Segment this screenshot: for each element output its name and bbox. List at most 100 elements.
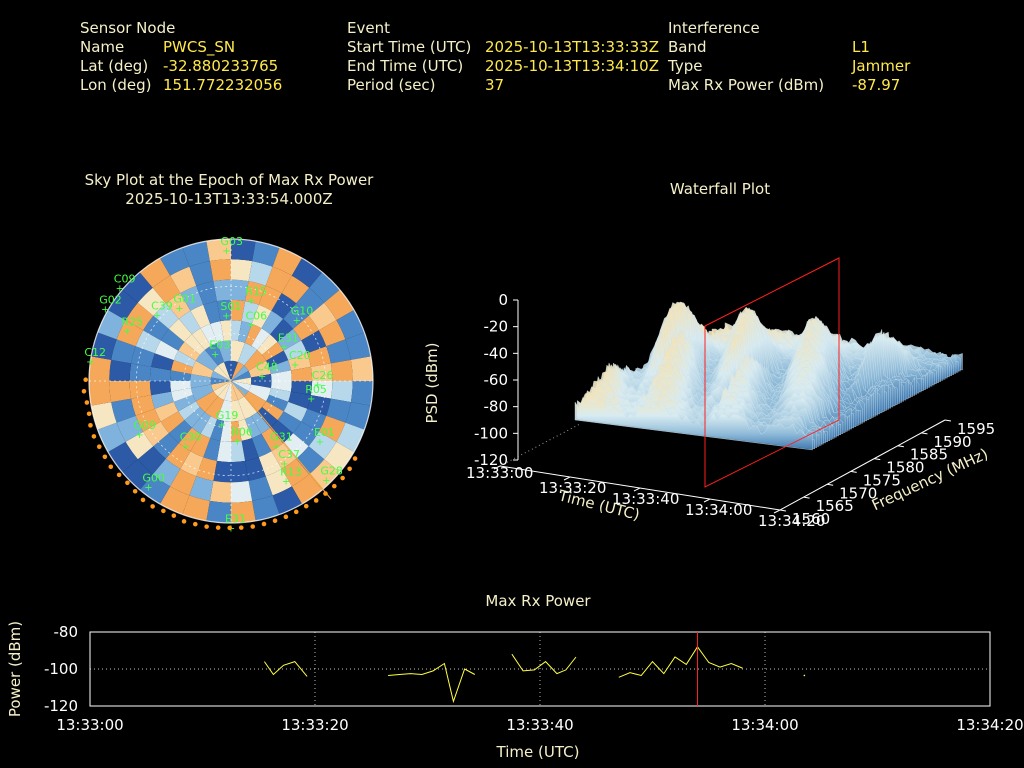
maxpower-x-tick-label: 13:33:20 [281, 716, 348, 734]
event-header: Event [347, 19, 390, 37]
sky-cell [139, 258, 171, 288]
event-period-label: Period (sec) [347, 76, 436, 94]
sky-cell [324, 289, 354, 321]
sky-cell [283, 401, 308, 422]
maxpower-x-label: Time (UTC) [496, 743, 580, 761]
sky-cell [231, 360, 238, 381]
sky-cell [231, 381, 249, 397]
sky-cell [308, 431, 337, 460]
sky-cell [191, 360, 214, 378]
wf-z-tick-label: -120 [474, 451, 508, 469]
sky-cell [231, 299, 246, 322]
maxpower-y-tick-label: -80 [54, 623, 79, 641]
sky-cell [206, 239, 231, 262]
satellite-marker: + [182, 442, 190, 453]
waterfall-z-label: PSD (dBm) [423, 342, 441, 423]
low-elevation-dot [88, 423, 93, 428]
sky-cell [160, 328, 185, 351]
sky-cell [307, 395, 331, 416]
sky-cell [330, 359, 353, 381]
sky-cell [204, 342, 225, 366]
satellite-marker: + [211, 350, 219, 361]
satellite-label: C26 [312, 369, 334, 382]
sky-cell [131, 346, 155, 367]
sky-cell [168, 420, 192, 444]
sky-cell [301, 330, 327, 354]
sky-cell [170, 381, 192, 392]
sky-cell [111, 398, 136, 423]
sky-cell [216, 440, 231, 463]
sky-cell [203, 301, 221, 324]
sky-cell [91, 332, 117, 360]
sky-low-elevation-markers [81, 377, 358, 531]
maxpower-series-line [618, 645, 743, 678]
sky-cell [244, 391, 267, 413]
sky-cell [261, 310, 284, 335]
sky-cell [191, 384, 214, 402]
sky-cell [149, 366, 172, 381]
sky-cell [203, 438, 221, 461]
sensor-lon-value: 151.772232056 [163, 76, 283, 94]
low-elevation-dot [250, 524, 256, 529]
low-elevation-dot [238, 525, 244, 530]
sky-cell [89, 356, 112, 381]
satellite-marker: + [322, 476, 330, 487]
interference-band-label: Band [668, 38, 707, 56]
sky-cell [182, 495, 210, 521]
low-elevation-dot [102, 454, 108, 460]
sky-cell [265, 468, 292, 496]
sky-cell [288, 391, 311, 409]
sky-cell [231, 377, 252, 385]
sky-cell [290, 366, 313, 381]
sky-cell [231, 381, 251, 392]
satellite-marker: + [314, 380, 322, 391]
sky-cell [191, 328, 211, 350]
satellite-marker: + [116, 284, 124, 295]
wf-freq-tick-label: 1595 [957, 420, 995, 438]
sky-cell [109, 381, 132, 403]
sky-cell [231, 381, 245, 401]
sky-cell [206, 500, 231, 523]
sky-jammer-bearing [238, 388, 332, 500]
sky-cell [178, 401, 200, 421]
sky-cell [111, 339, 136, 364]
satellite-label: G19 [216, 409, 239, 422]
sky-cell [269, 360, 291, 374]
low-elevation-dot [116, 472, 122, 478]
sky-cell [109, 359, 132, 381]
sky-cell [291, 474, 323, 504]
sky-cell [116, 320, 144, 347]
low-elevation-dot [215, 525, 221, 530]
sky-cell [245, 457, 266, 481]
satellite-label: C09 [114, 273, 136, 286]
satellite-label: C30 [180, 431, 202, 444]
sky-cell [248, 261, 273, 286]
low-elevation-dot [303, 503, 309, 509]
sky-cell [180, 285, 204, 311]
wf-freq-axis [779, 419, 946, 511]
satellite-label: G02 [99, 293, 122, 306]
wf-time-tick [563, 476, 571, 481]
interference-type-value: Jammer [852, 57, 911, 75]
satellite-marker: + [222, 246, 230, 257]
sensor-lon-label: Lon (deg) [80, 76, 152, 94]
maxpower-x-tick-label: 13:33:40 [506, 716, 573, 734]
low-elevation-dot [181, 519, 187, 524]
sky-cell [252, 241, 280, 267]
wf-time-tick-label: 13:33:00 [466, 464, 533, 482]
sky-cell [307, 346, 331, 367]
wf-freq-tick [779, 509, 787, 512]
low-elevation-dot [96, 444, 102, 449]
maxpower-x-tick-label: 13:34:20 [956, 716, 1023, 734]
sky-cell [251, 433, 272, 458]
sky-cell [290, 381, 313, 396]
sky-cell [129, 363, 152, 381]
wf-freq-tick-label: 1570 [839, 484, 877, 502]
satellite-marker: + [123, 327, 131, 338]
sky-cell [269, 388, 291, 402]
sky-cell [213, 381, 231, 397]
interference-header: Interference [668, 19, 760, 37]
sky-heatmap [89, 239, 373, 523]
low-elevation-dot [323, 491, 328, 496]
satellite-label: S01 [220, 300, 241, 313]
